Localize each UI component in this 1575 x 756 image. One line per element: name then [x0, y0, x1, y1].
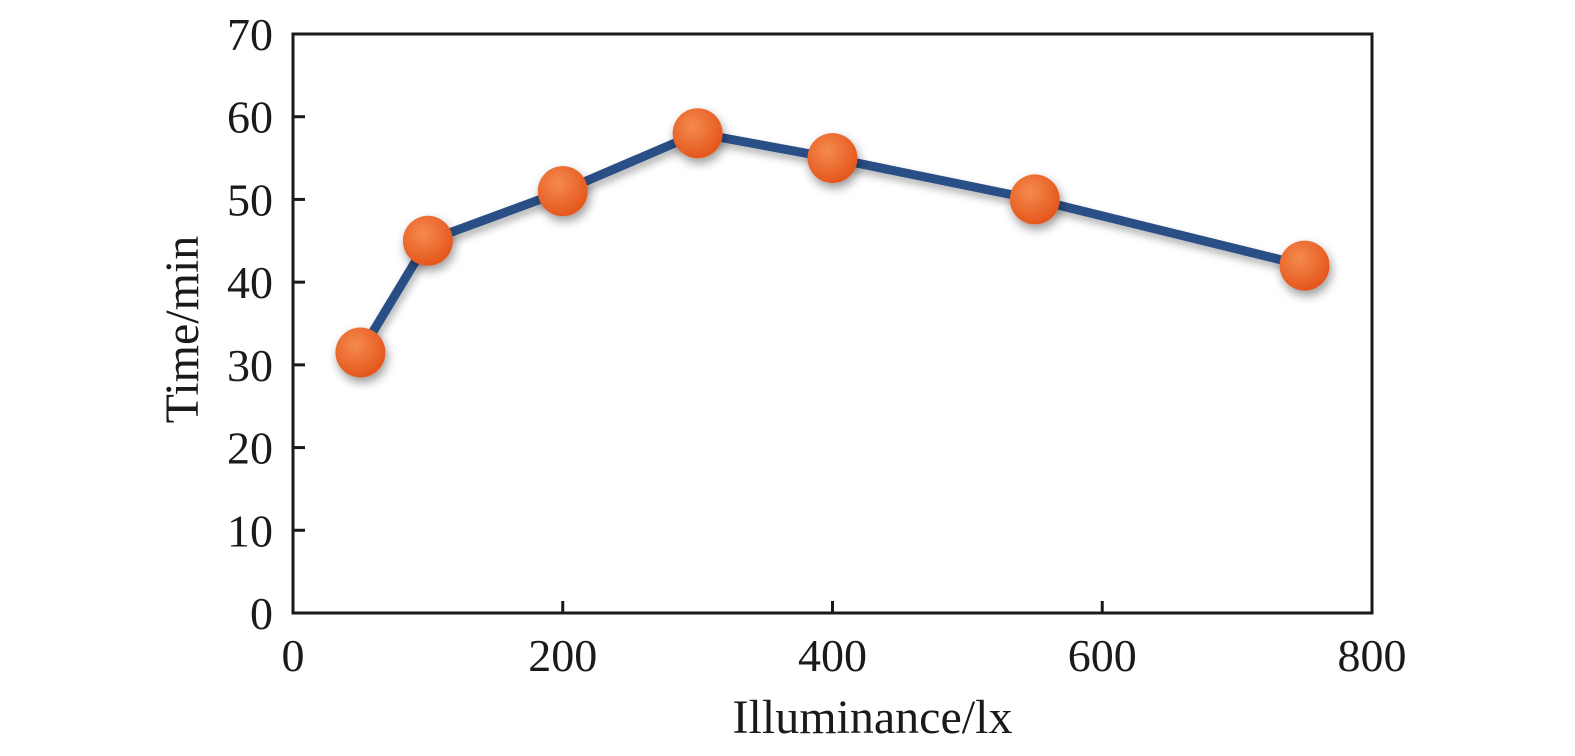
y-tick-label: 0 — [250, 588, 273, 639]
plot-frame — [291, 32, 1374, 615]
x-tick-label: 200 — [528, 630, 597, 681]
data-point — [672, 108, 723, 159]
data-point — [807, 133, 858, 184]
y-tick-label: 10 — [227, 505, 273, 556]
y-axis-title: Time/min — [156, 236, 209, 424]
x-tick-label: 0 — [282, 630, 305, 681]
x-axis-ticks: 0 200 400 600 800 — [282, 601, 1407, 681]
y-tick-label: 60 — [227, 92, 273, 143]
x-tick-label: 800 — [1338, 630, 1407, 681]
data-point — [335, 327, 386, 378]
data-point — [537, 166, 588, 217]
data-point — [402, 215, 453, 266]
plot-area — [291, 32, 1374, 615]
data-point — [1279, 240, 1330, 291]
y-tick-label: 40 — [227, 257, 273, 308]
y-axis-ticks: 0 10 20 30 40 50 60 70 — [227, 9, 305, 639]
x-tick-label: 400 — [798, 630, 867, 681]
y-tick-label: 30 — [227, 340, 273, 391]
y-tick-label: 20 — [227, 423, 273, 474]
series-layer — [335, 108, 1330, 378]
y-tick-label: 70 — [227, 9, 273, 60]
y-tick-label: 50 — [227, 174, 273, 225]
x-tick-label: 600 — [1068, 630, 1137, 681]
data-point — [1009, 174, 1060, 225]
x-axis-title: Illuminance/lx — [733, 691, 1013, 744]
